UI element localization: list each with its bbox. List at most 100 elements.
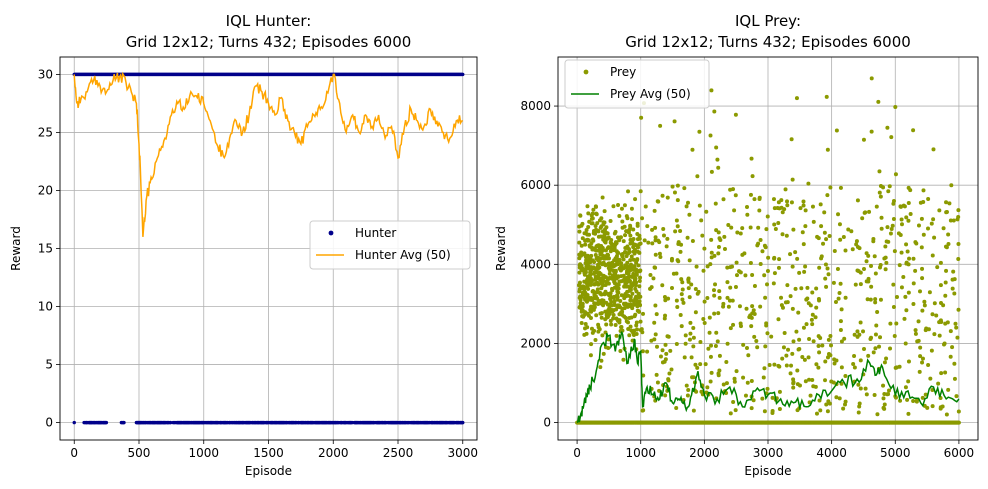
prey-point bbox=[783, 187, 788, 192]
prey-point bbox=[638, 319, 643, 324]
prey-point bbox=[777, 406, 782, 411]
prey-point bbox=[599, 216, 604, 221]
prey-point bbox=[716, 230, 721, 235]
prey-point bbox=[631, 257, 636, 262]
prey-point bbox=[577, 229, 582, 234]
prey-point bbox=[834, 358, 839, 363]
prey-point bbox=[817, 398, 822, 403]
prey-point bbox=[802, 357, 807, 362]
tick-label-x: 4000 bbox=[816, 446, 847, 460]
prey-point bbox=[669, 258, 674, 263]
prey-point bbox=[780, 210, 785, 215]
prey-point bbox=[589, 268, 594, 273]
prey-point bbox=[619, 264, 624, 269]
prey-point bbox=[835, 267, 840, 272]
prey-point bbox=[678, 229, 683, 234]
prey-point bbox=[800, 354, 805, 359]
prey-point bbox=[782, 331, 787, 336]
prey-point bbox=[601, 298, 606, 303]
prey-point bbox=[680, 287, 685, 292]
prey-point bbox=[758, 238, 763, 243]
prey-point bbox=[764, 227, 769, 232]
prey-point bbox=[661, 233, 666, 238]
prey-point bbox=[825, 355, 830, 360]
prey-point bbox=[592, 304, 597, 309]
prey-point bbox=[717, 295, 722, 300]
prey-point bbox=[685, 200, 690, 205]
prey-point bbox=[904, 261, 909, 266]
prey-point bbox=[627, 288, 632, 293]
prey-point bbox=[765, 386, 770, 391]
prey-point bbox=[838, 281, 843, 286]
prey-point bbox=[911, 128, 916, 133]
prey-point bbox=[714, 145, 719, 150]
prey-point bbox=[589, 245, 594, 250]
prey-point bbox=[588, 353, 593, 358]
prey-point bbox=[885, 225, 890, 230]
prey-point bbox=[676, 259, 681, 264]
prey-point bbox=[589, 216, 594, 221]
prey-point bbox=[873, 332, 878, 337]
prey-point bbox=[757, 208, 762, 213]
prey-point bbox=[682, 355, 687, 360]
prey-point bbox=[956, 409, 961, 414]
prey-point bbox=[623, 250, 628, 255]
prey-point bbox=[770, 395, 775, 400]
prey-point bbox=[846, 227, 851, 232]
prey-point bbox=[784, 353, 789, 358]
prey-point bbox=[691, 326, 696, 331]
prey-point bbox=[826, 351, 831, 356]
prey-point bbox=[733, 193, 738, 198]
prey-point bbox=[582, 272, 587, 277]
prey-point bbox=[625, 260, 630, 265]
prey-point bbox=[621, 239, 626, 244]
prey-point bbox=[645, 349, 650, 354]
prey-point bbox=[697, 203, 702, 208]
prey-point bbox=[702, 246, 707, 251]
prey-point bbox=[578, 297, 583, 302]
prey-point bbox=[614, 274, 619, 279]
prey-point bbox=[921, 200, 926, 205]
prey-point bbox=[789, 363, 794, 368]
prey-point bbox=[734, 273, 739, 278]
prey-point bbox=[652, 208, 657, 213]
prey-point bbox=[688, 331, 693, 336]
prey-point bbox=[632, 264, 637, 269]
prey-point bbox=[620, 309, 625, 314]
prey-point bbox=[772, 222, 777, 227]
chart-prey-legend: Prey Prey Avg (50) bbox=[564, 59, 710, 109]
prey-point bbox=[763, 245, 768, 250]
tick-label-x: 6000 bbox=[944, 446, 975, 460]
prey-point bbox=[679, 277, 684, 282]
prey-point bbox=[734, 369, 739, 374]
prey-point bbox=[857, 246, 862, 251]
prey-point bbox=[899, 250, 904, 255]
prey-point bbox=[579, 253, 584, 258]
prey-point bbox=[822, 210, 827, 215]
prey-point bbox=[619, 261, 624, 266]
prey-point bbox=[917, 369, 922, 374]
prey-point bbox=[670, 184, 675, 189]
prey-point bbox=[919, 245, 924, 250]
prey-point bbox=[918, 345, 923, 350]
prey-point bbox=[701, 268, 706, 273]
prey-point bbox=[956, 208, 961, 213]
prey-point bbox=[706, 346, 711, 351]
prey-point bbox=[598, 234, 603, 239]
prey-point bbox=[834, 128, 839, 133]
prey-point bbox=[827, 233, 832, 238]
prey-point bbox=[661, 226, 666, 231]
prey-point bbox=[634, 260, 639, 265]
prey-point bbox=[824, 402, 829, 407]
prey-point bbox=[632, 276, 637, 281]
prey-point bbox=[667, 371, 672, 376]
prey-point bbox=[651, 276, 656, 281]
prey-point bbox=[598, 225, 603, 230]
prey-point bbox=[749, 406, 754, 411]
prey-point bbox=[837, 291, 842, 296]
prey-point bbox=[686, 388, 691, 393]
prey-point bbox=[631, 271, 636, 276]
prey-point bbox=[750, 304, 755, 309]
prey-point bbox=[892, 249, 897, 254]
